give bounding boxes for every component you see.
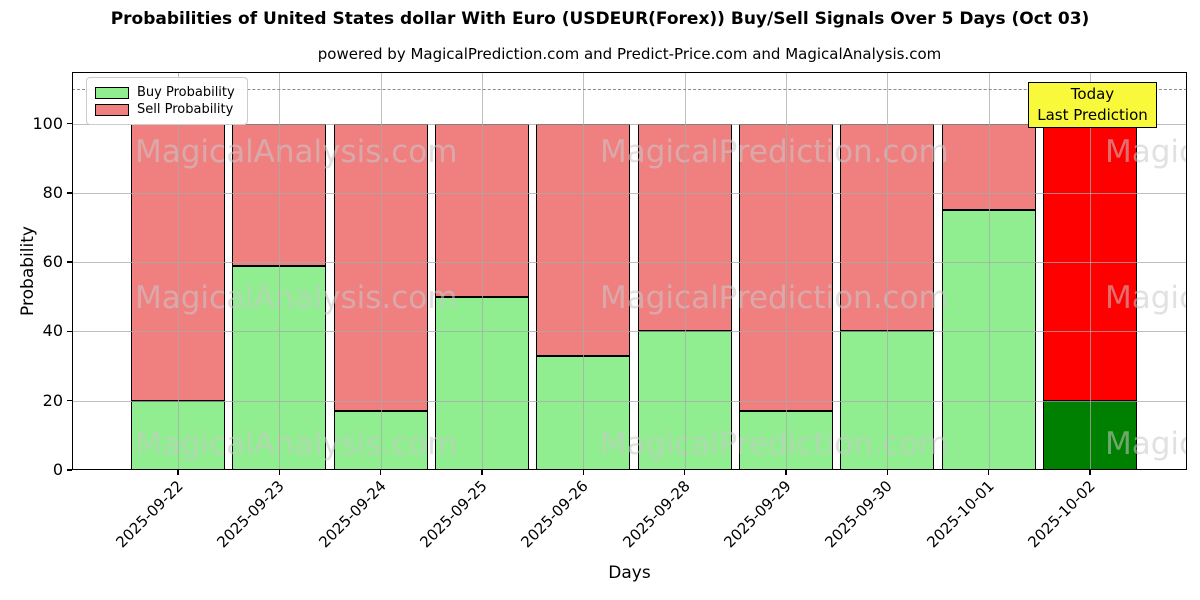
y-tick-label-60: 60 — [42, 252, 63, 272]
watermark-text: MagicalPrediction.com — [600, 280, 949, 316]
h-gridline-20 — [72, 400, 1187, 402]
h-gridline-40 — [72, 331, 1187, 333]
sell-swatch-icon — [95, 103, 129, 116]
today-annotation-line1: Today — [1070, 85, 1115, 103]
legend-buy-label: Buy Probability — [137, 84, 235, 100]
x-tick-mark — [582, 470, 585, 475]
buy-swatch-icon — [95, 86, 129, 99]
watermark-text: MagicalPrediction.com — [600, 134, 949, 170]
x-tick-mark — [987, 470, 990, 475]
h-gridline-100 — [72, 123, 1187, 125]
y-tick-mark — [67, 261, 72, 263]
v-gridline — [178, 72, 179, 470]
chart-subtitle: powered by MagicalPrediction.com and Pre… — [317, 45, 942, 63]
y-tick-label-0: 0 — [52, 460, 63, 479]
watermark-text: MagicalAnalysis.com — [1105, 134, 1187, 170]
x-tick-mark — [1089, 470, 1091, 475]
watermark-text: MagicalAnalysis.com — [1105, 426, 1187, 462]
y-tick-label-40: 40 — [42, 321, 63, 341]
x-tick-mark — [177, 470, 179, 475]
v-gridline — [380, 72, 382, 470]
x-axis-label: Days — [608, 563, 651, 583]
y-tick-mark — [67, 330, 72, 333]
x-tick-mark — [379, 470, 382, 475]
h-gridline-80 — [72, 192, 1187, 194]
legend-item-buy: Buy Probability — [95, 84, 239, 101]
watermark-text: MagicalAnalysis.com — [135, 280, 458, 316]
watermark-text: MagicalAnalysis.com — [1105, 280, 1187, 316]
v-gridline — [583, 72, 585, 470]
y-tick-label-80: 80 — [42, 182, 63, 202]
v-gridline — [887, 72, 889, 470]
legend-sell-label: Sell Probability — [137, 101, 234, 117]
y-tick-mark — [67, 399, 72, 402]
threshold-dashed-line — [72, 88, 1187, 90]
watermark-text: MagicalAnalysis.com — [135, 134, 458, 170]
x-tick-mark — [278, 470, 281, 475]
v-gridline — [785, 72, 787, 470]
y-axis-label: Probability — [18, 226, 38, 316]
watermark-text: MagicalAnalysis.com — [135, 426, 458, 462]
v-gridline — [684, 72, 686, 470]
y-tick-label-20: 20 — [42, 390, 63, 410]
chart-title: Probabilities of United States dollar Wi… — [110, 9, 1090, 29]
legend: Buy Probability Sell Probability — [86, 77, 248, 125]
v-gridline — [279, 72, 281, 470]
today-annotation: Today Last Prediction — [1028, 82, 1157, 128]
today-annotation-line2: Last Prediction — [1037, 106, 1148, 124]
y-tick-mark — [67, 469, 72, 471]
plot-area: MagicalAnalysis.com MagicalPrediction.com… — [72, 72, 1187, 470]
x-tick-mark — [785, 470, 787, 475]
v-gridline — [988, 72, 990, 470]
y-tick-mark — [67, 192, 72, 194]
x-tick-mark — [886, 470, 889, 475]
x-tick-mark — [683, 470, 686, 475]
y-tick-label-100: 100 — [32, 113, 63, 133]
h-gridline-60 — [72, 262, 1187, 264]
v-gridline — [481, 72, 483, 470]
y-tick-mark — [67, 122, 72, 125]
legend-item-sell: Sell Probability — [95, 101, 239, 118]
watermark-text: MagicalPrediction.com — [600, 426, 949, 462]
x-tick-mark — [481, 470, 483, 475]
v-gridline — [1089, 72, 1091, 470]
